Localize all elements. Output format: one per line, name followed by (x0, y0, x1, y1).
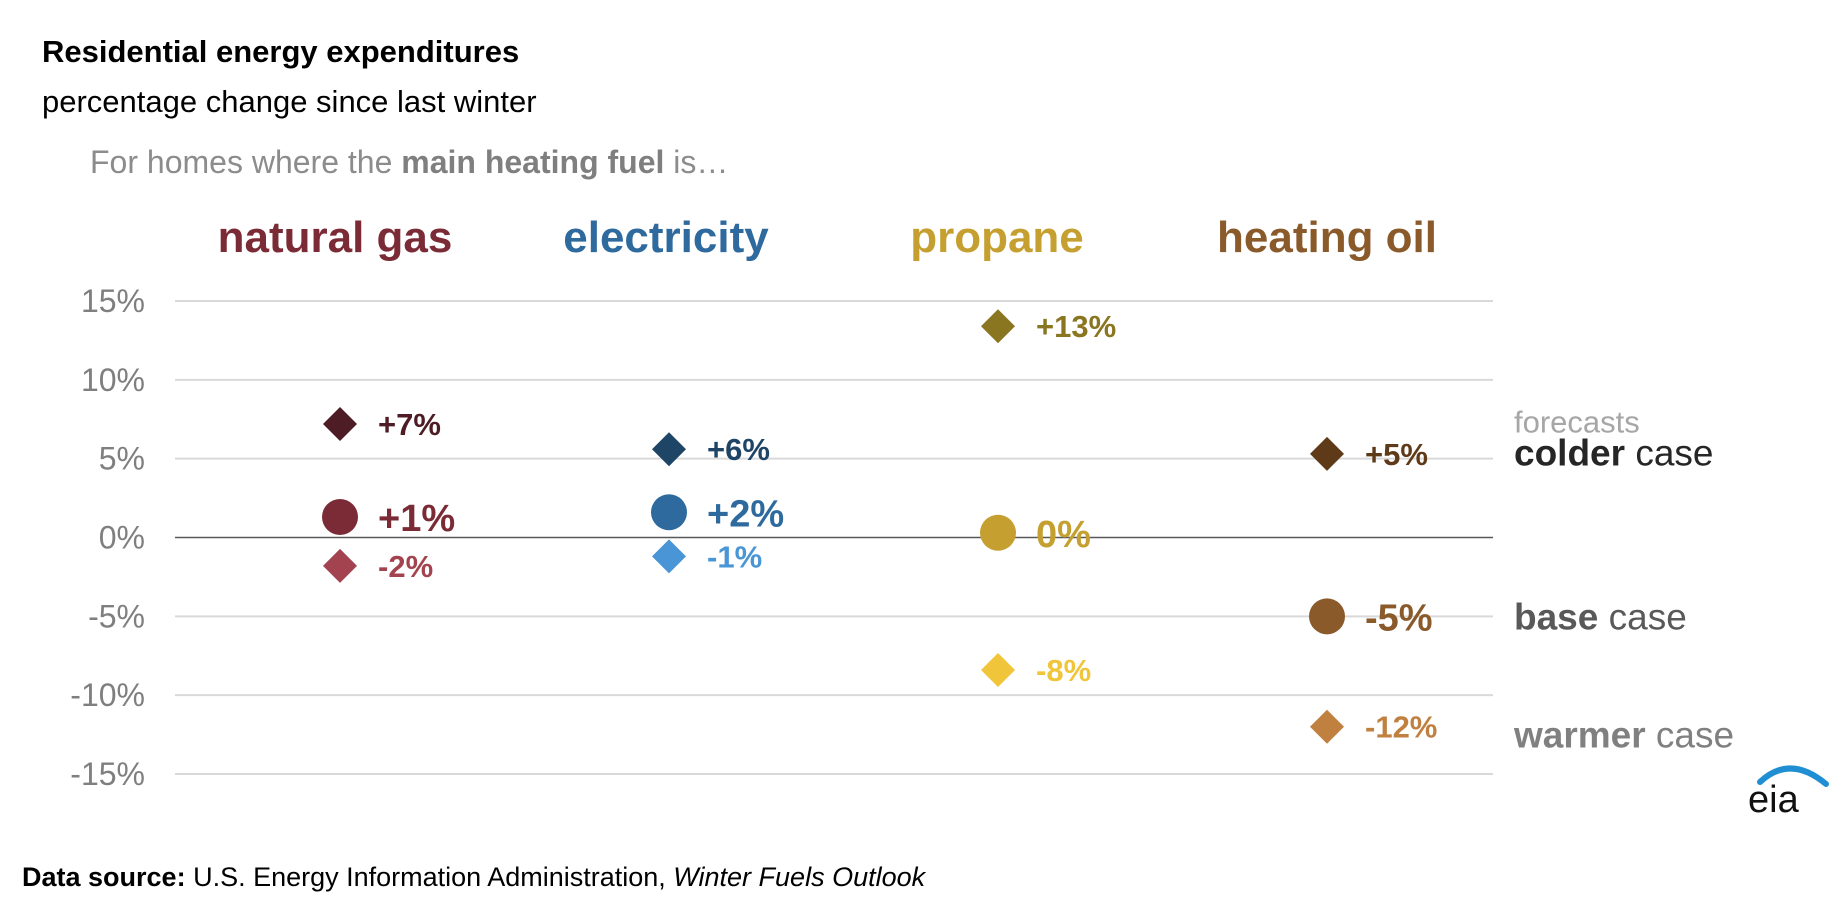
y-tick-label: 10% (81, 362, 145, 398)
y-tick-label: -15% (70, 756, 145, 792)
data-point-circle (651, 494, 687, 531)
legend-item-rest: case (1646, 715, 1734, 756)
legend-item-bold: colder (1514, 432, 1625, 473)
data-label: +13% (1036, 309, 1116, 344)
y-tick-label: 15% (81, 283, 145, 319)
data-label: -8% (1036, 653, 1091, 688)
category-label: electricity (563, 213, 769, 262)
data-label: -12% (1365, 710, 1437, 745)
data-label: +1% (378, 498, 455, 540)
scatter-chart: 15% 10% 5% 0% -5% -10% -15% natural gas electric… (70, 213, 1734, 792)
intro-prefix: For homes where the (90, 144, 402, 180)
data-point-diamond (981, 652, 1015, 687)
legend-item-rest: case (1625, 432, 1713, 473)
data-point-circle (322, 499, 358, 536)
data-label: 0% (1036, 514, 1091, 556)
intro-bold: main heating fuel (401, 144, 665, 180)
chart-title: Residential energy expenditures (42, 34, 520, 69)
eia-logo: eia (1748, 765, 1829, 820)
data-point-diamond (981, 309, 1015, 344)
data-point-circle (1309, 598, 1345, 635)
category-label: propane (910, 213, 1084, 262)
category-label: natural gas (218, 213, 453, 262)
legend-item: base case (1514, 596, 1687, 637)
y-tick-label: 5% (99, 441, 145, 477)
y-tick-label: -5% (88, 598, 145, 634)
legend-item-bold: warmer (1513, 715, 1646, 756)
intro-suffix: is… (664, 144, 729, 180)
data-point-diamond (1310, 709, 1344, 744)
data-point-diamond (323, 406, 357, 441)
data-point-circle (980, 514, 1016, 551)
y-tick-label: -10% (70, 677, 145, 713)
legend-item: warmer case (1513, 715, 1734, 756)
data-label: -1% (707, 539, 762, 574)
data-label: +6% (707, 432, 770, 467)
source-italic: Winter Fuels Outlook (673, 862, 926, 892)
data-source: Data source: U.S. Energy Information Adm… (22, 862, 925, 893)
data-label: +2% (707, 493, 784, 535)
source-label: Data source: (22, 862, 186, 892)
data-point-diamond (1310, 436, 1344, 471)
y-tick-label: 0% (99, 520, 145, 556)
legend-item: colder case (1514, 432, 1713, 473)
data-label: -5% (1365, 597, 1433, 639)
legend-item-bold: base (1514, 596, 1598, 637)
legend-header: forecasts (1514, 404, 1640, 439)
chart-subtitle: percentage change since last winter (42, 84, 537, 119)
svg-text:eia: eia (1748, 779, 1800, 820)
legend-item-rest: case (1598, 596, 1686, 637)
source-text: U.S. Energy Information Administration, (185, 862, 674, 892)
data-point-diamond (652, 432, 686, 467)
data-point-diamond (652, 539, 686, 574)
data-label: +7% (378, 407, 441, 442)
intro-text: For homes where the main heating fuel is… (90, 144, 728, 181)
data-point-diamond (323, 548, 357, 583)
data-label: -2% (378, 549, 433, 584)
data-label: +5% (1365, 437, 1428, 472)
category-label: heating oil (1217, 213, 1437, 262)
